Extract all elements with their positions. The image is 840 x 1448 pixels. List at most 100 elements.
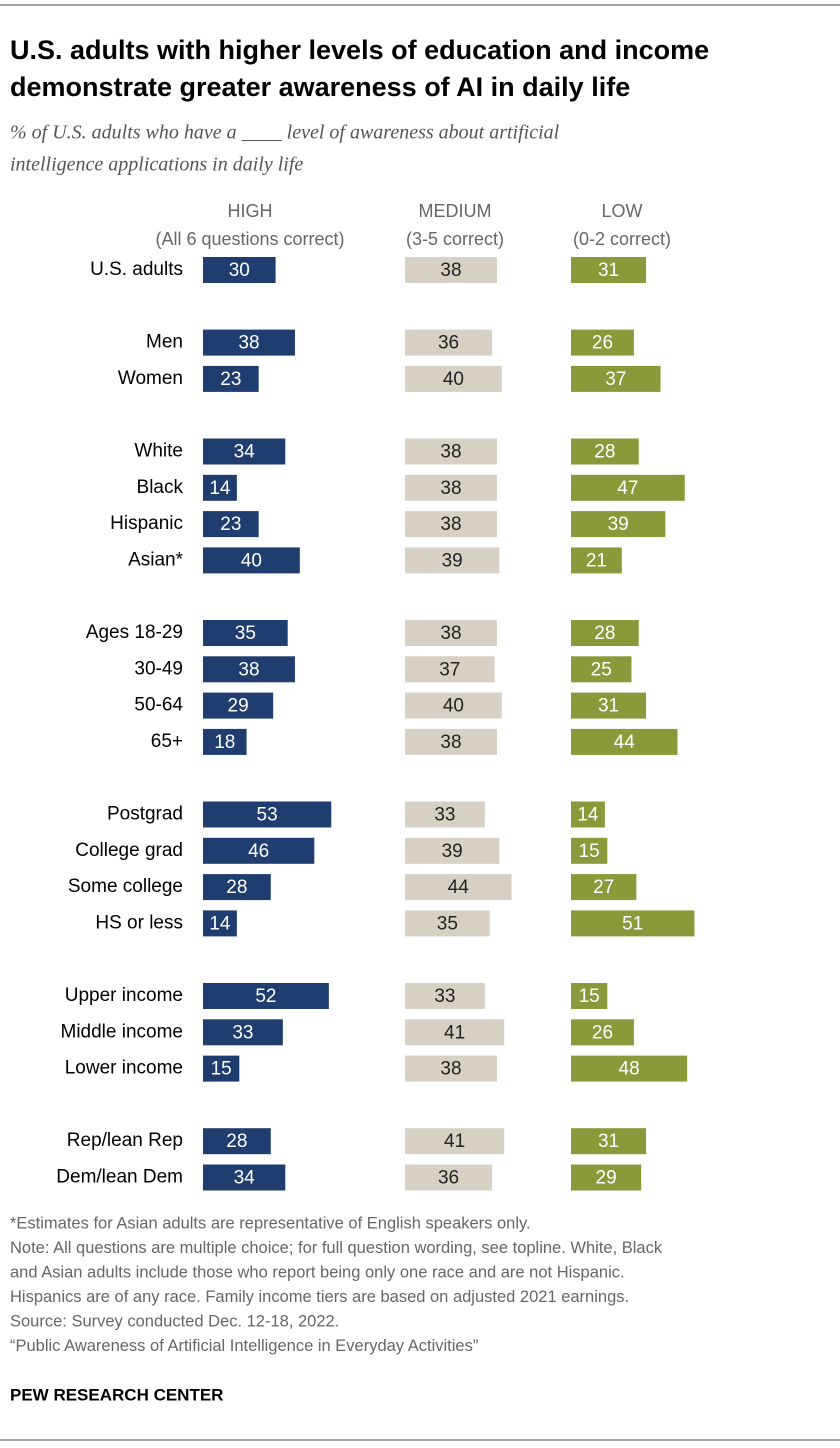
value-label: 14	[209, 478, 231, 499]
category-label: Ages 18-29	[86, 622, 183, 643]
footnote: Note: All questions are multiple choice;…	[10, 1239, 663, 1257]
value-label: 21	[586, 550, 607, 571]
bar	[405, 837, 500, 864]
value-label: 28	[226, 1131, 247, 1152]
series-header: HIGH	[228, 201, 273, 221]
category-label: 50-64	[134, 695, 183, 716]
series-header: MEDIUM	[419, 201, 492, 221]
bar	[405, 1164, 493, 1191]
value-label: 38	[440, 623, 461, 644]
value-label: 30	[229, 260, 250, 281]
bar	[405, 257, 497, 283]
category-label: 30-49	[134, 658, 183, 679]
value-label: 26	[592, 333, 613, 354]
bar	[571, 1128, 647, 1155]
category-label: 65+	[151, 731, 183, 752]
value-label: 38	[440, 478, 461, 499]
value-label: 33	[232, 1022, 253, 1043]
chart-title: demonstrate greater awareness of AI in d…	[10, 72, 630, 102]
value-label: 26	[592, 1022, 613, 1043]
value-label: 33	[434, 986, 455, 1007]
value-label: 44	[614, 732, 636, 753]
bar	[571, 983, 608, 1009]
value-label: 37	[605, 369, 626, 390]
footnote: “Public Awareness of Artificial Intellig…	[10, 1337, 478, 1355]
value-label: 31	[598, 696, 619, 717]
value-label: 38	[440, 732, 461, 753]
value-label: 38	[440, 442, 461, 463]
bar	[405, 692, 502, 719]
value-label: 35	[235, 623, 256, 644]
chart-title: U.S. adults with higher levels of educat…	[10, 35, 709, 65]
value-label: 14	[209, 913, 231, 934]
value-label: 37	[439, 659, 460, 680]
series-header: LOW	[601, 201, 642, 221]
category-label: Dem/lean Dem	[56, 1167, 183, 1188]
bar	[203, 1019, 283, 1046]
value-label: 44	[448, 877, 470, 898]
footnote: Source: Survey conducted Dec. 12-18, 202…	[10, 1312, 339, 1330]
bar	[571, 1164, 642, 1191]
series-description: (3-5 correct)	[406, 229, 504, 249]
value-label: 29	[596, 1168, 617, 1189]
bar	[405, 620, 497, 646]
footnote: Hispanics are of any race. Family income…	[10, 1288, 629, 1306]
value-label: 23	[220, 514, 241, 535]
value-label: 28	[594, 623, 615, 644]
bar	[405, 511, 497, 538]
value-label: 31	[598, 260, 619, 281]
bar	[405, 1019, 505, 1046]
series-description: (0-2 correct)	[573, 229, 671, 249]
bar	[203, 329, 295, 356]
bar	[203, 837, 315, 864]
bar	[405, 1055, 497, 1082]
value-label: 46	[248, 841, 269, 862]
value-label: 15	[579, 841, 600, 862]
category-label: College grad	[75, 840, 183, 861]
bar	[203, 728, 247, 755]
value-label: 40	[443, 696, 464, 717]
value-label: 38	[238, 333, 259, 354]
value-label: 29	[228, 696, 249, 717]
category-label: Asian*	[128, 549, 184, 570]
value-label: 33	[434, 805, 455, 826]
bar	[405, 438, 497, 465]
category-label: Men	[146, 332, 183, 353]
category-label: Postgrad	[107, 804, 183, 825]
bar	[571, 1019, 634, 1046]
bar	[203, 910, 237, 937]
category-label: U.S. adults	[90, 259, 183, 280]
bar	[571, 656, 632, 683]
category-label: Lower income	[65, 1058, 183, 1079]
bar	[203, 365, 259, 392]
value-label: 53	[257, 805, 278, 826]
category-label: Middle income	[61, 1021, 184, 1042]
bar	[571, 801, 605, 828]
footnote: *Estimates for Asian adults are represen…	[10, 1214, 531, 1232]
category-label: Upper income	[65, 985, 183, 1006]
value-label: 31	[598, 1131, 619, 1152]
bar	[405, 874, 512, 901]
bar	[203, 438, 286, 465]
value-label: 15	[211, 1059, 232, 1080]
value-label: 36	[438, 1168, 459, 1189]
bar	[571, 620, 639, 646]
category-label: HS or less	[95, 912, 183, 933]
bar	[405, 728, 497, 755]
bar	[571, 910, 695, 937]
bar	[203, 801, 332, 828]
bar	[203, 1164, 286, 1191]
bar	[571, 329, 634, 356]
chart-subtitle: intelligence applications in daily life	[10, 154, 303, 176]
bar	[203, 1128, 271, 1155]
value-label: 23	[220, 369, 241, 390]
series-description: (All 6 questions correct)	[155, 229, 344, 249]
bar	[571, 511, 666, 538]
value-label: 27	[593, 877, 614, 898]
bar	[203, 1055, 240, 1082]
category-label: Black	[137, 477, 184, 498]
bar	[571, 547, 622, 574]
bar	[203, 620, 288, 646]
value-label: 35	[437, 913, 458, 934]
